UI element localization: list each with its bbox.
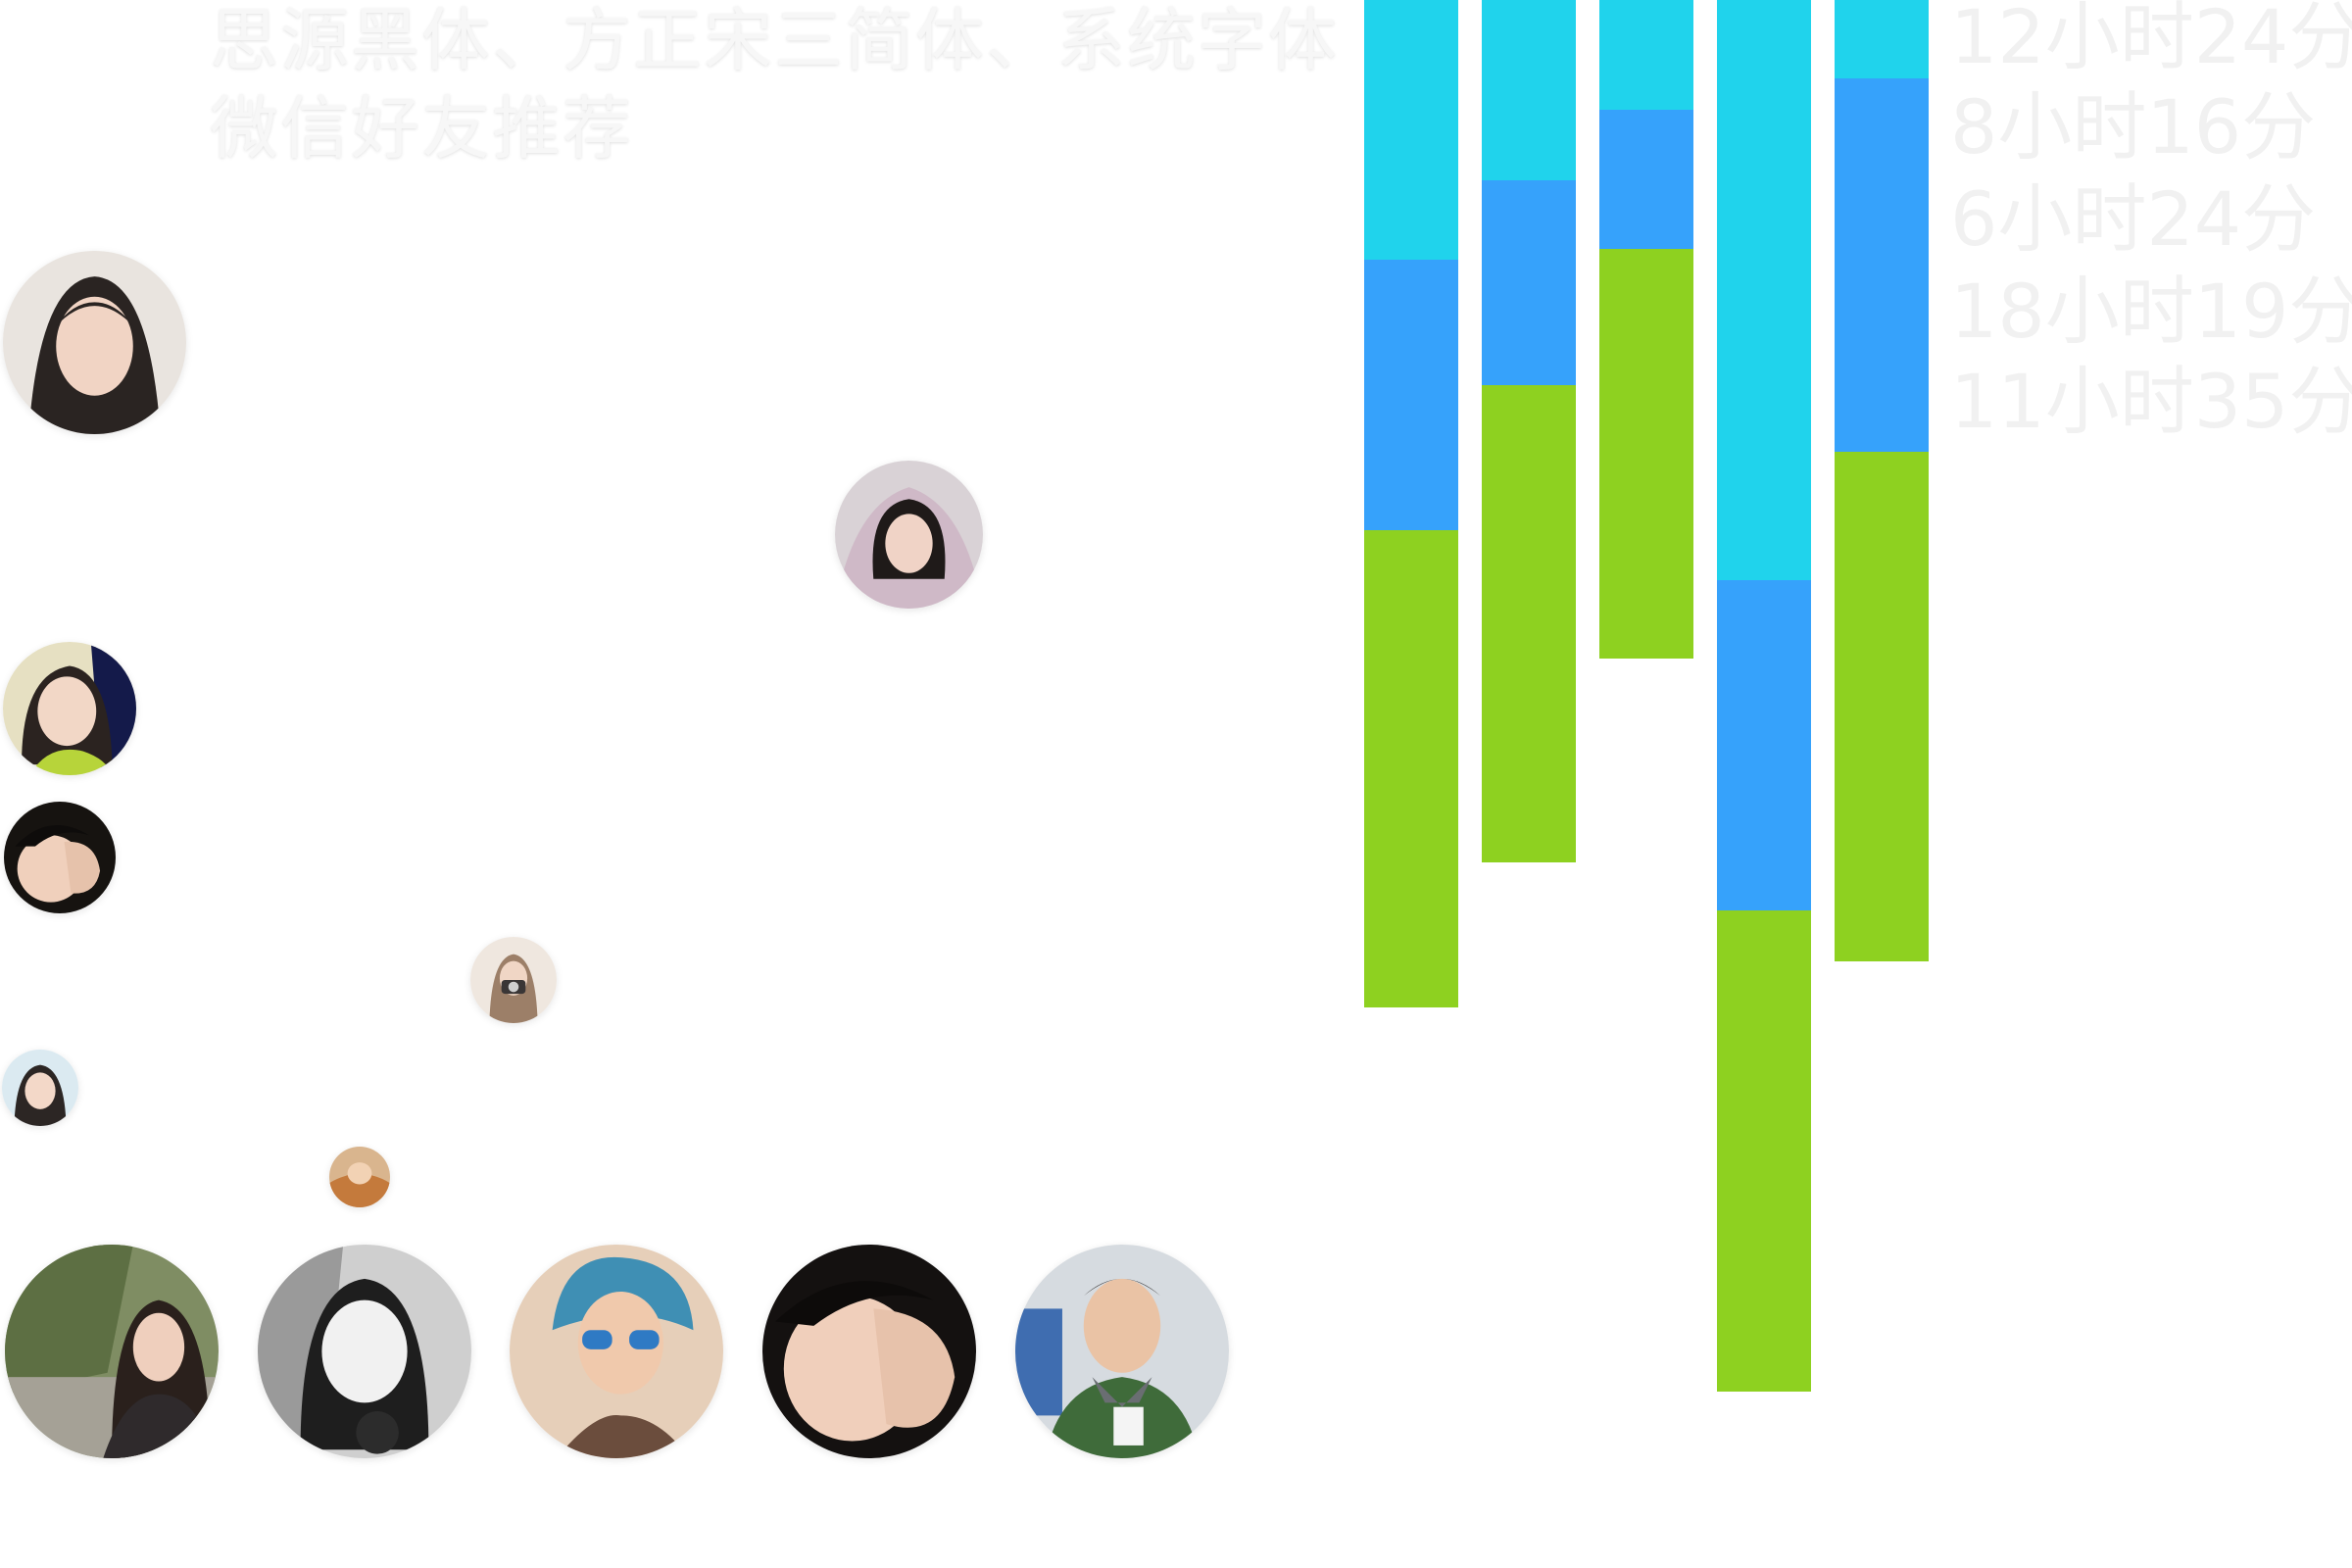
avatar[interactable] — [762, 1245, 976, 1458]
avatar[interactable] — [4, 802, 116, 913]
person-avatar-icon — [1015, 1245, 1229, 1458]
avatar[interactable] — [258, 1245, 471, 1458]
person-avatar-icon — [329, 1147, 390, 1207]
bar-segment-blue — [1717, 580, 1811, 910]
bar-segment-cyan — [1717, 0, 1811, 580]
person-avatar-icon — [835, 461, 983, 609]
bar-segment-green — [1835, 452, 1929, 961]
person-avatar-icon — [2, 1050, 78, 1126]
avatar[interactable] — [470, 937, 557, 1023]
person-avatar-icon — [258, 1245, 471, 1458]
bar-segment-green — [1482, 385, 1576, 862]
person-avatar-icon — [5, 1245, 219, 1458]
stacked-bars — [1364, 0, 1952, 1411]
person-avatar-icon — [4, 802, 116, 913]
time-label: 8小时16分 — [1950, 83, 2317, 171]
time-label: 12小时24分 — [1950, 0, 2352, 80]
avatar[interactable] — [329, 1147, 390, 1207]
person-avatar-icon — [762, 1245, 976, 1458]
bar-segment-blue — [1482, 180, 1576, 385]
person-avatar-icon — [3, 251, 186, 434]
bar-segment-green — [1364, 530, 1458, 1007]
bar-segment-green — [1717, 910, 1811, 1392]
friend-recommend-heading: 微信好友推荐 — [210, 88, 633, 169]
bar-segment-cyan — [1599, 0, 1693, 110]
avatar[interactable] — [1015, 1245, 1229, 1458]
font-heading: 思源黑体、方正宋三简体、系统字体 — [210, 0, 1339, 80]
person-avatar-icon — [3, 642, 136, 775]
person-avatar-icon — [470, 937, 557, 1023]
avatar[interactable] — [2, 1050, 78, 1126]
bar-segment-blue — [1364, 260, 1458, 530]
bar-segment-blue — [1835, 78, 1929, 452]
bar-segment-blue — [1599, 110, 1693, 249]
person-avatar-icon — [510, 1245, 723, 1458]
avatar[interactable] — [3, 251, 186, 434]
avatar[interactable] — [510, 1245, 723, 1458]
bar-segment-green — [1599, 249, 1693, 659]
time-label: 11小时35分 — [1950, 358, 2352, 445]
avatar[interactable] — [3, 642, 136, 775]
avatar[interactable] — [5, 1245, 219, 1458]
bar-segment-cyan — [1835, 0, 1929, 78]
avatar[interactable] — [835, 461, 983, 609]
bar-segment-cyan — [1364, 0, 1458, 260]
time-label: 6小时24分 — [1950, 175, 2317, 263]
time-label: 18小时19分 — [1950, 268, 2352, 355]
bar-segment-cyan — [1482, 0, 1576, 180]
